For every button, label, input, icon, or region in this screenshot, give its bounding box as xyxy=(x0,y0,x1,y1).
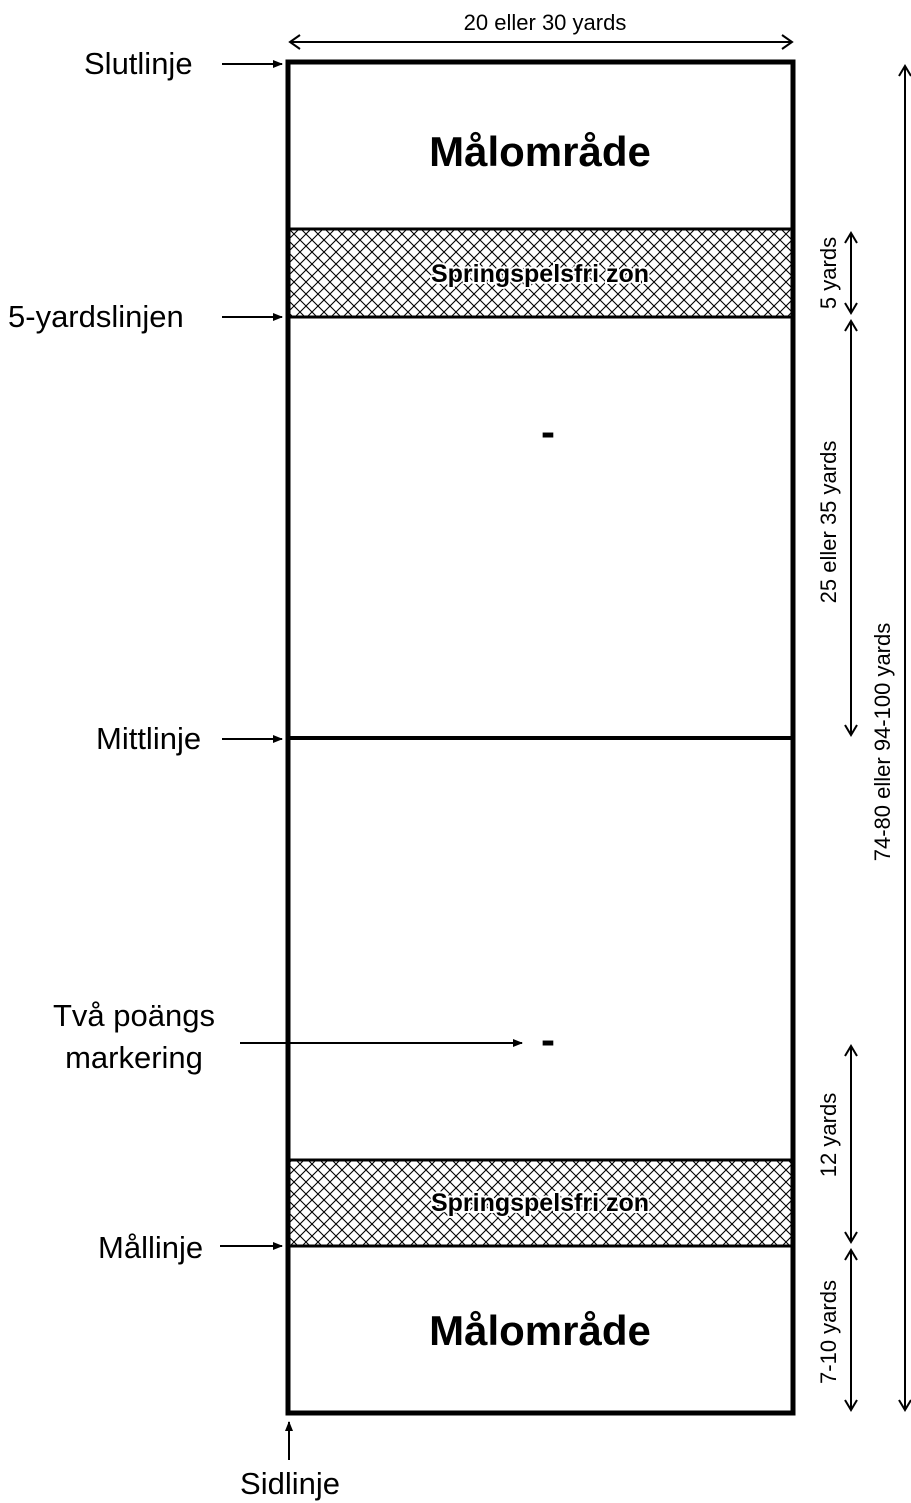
endzone-bottom-label: Målområde xyxy=(429,1307,651,1354)
field-width-dimension xyxy=(288,34,794,50)
field-width-label: 20 eller 30 yards xyxy=(464,10,627,35)
five-yards-label: 5 yards xyxy=(816,237,841,309)
mallinje-label: Mållinje xyxy=(98,1230,203,1265)
two-point-mark-bottom: - xyxy=(541,1016,555,1063)
sidlinje-label: Sidlinje xyxy=(240,1466,340,1501)
five-yards-dimension xyxy=(844,231,858,315)
mid-section-label: 25 eller 35 yards xyxy=(816,441,841,604)
endzone-top-label: Målområde xyxy=(429,128,651,175)
nrz-top-hatch xyxy=(288,229,793,317)
two-point-label-line2: markering xyxy=(65,1040,203,1075)
nrz-top-label: Springspelsfri zon xyxy=(431,260,649,288)
five-yard-line-label: 5-yardslinjen xyxy=(8,299,184,334)
two-point-label-line1: Två poängs xyxy=(53,998,215,1033)
total-length-label: 74-80 eller 94-100 yards xyxy=(870,623,895,861)
total-length-dimension xyxy=(898,64,911,1412)
slutlinje-label: Slutlinje xyxy=(84,46,193,81)
twelve-yards-label: 12 yards xyxy=(816,1093,841,1177)
two-point-mark-top: - xyxy=(541,408,555,455)
mid-section-dimension xyxy=(844,319,858,737)
nrz-bottom-label: Springspelsfri zon xyxy=(431,1189,649,1217)
endzone-depth-dimension xyxy=(844,1248,858,1412)
nrz-bottom-hatch xyxy=(288,1160,793,1246)
endzone-depth-label: 7-10 yards xyxy=(816,1280,841,1384)
mittlinje-label: Mittlinje xyxy=(96,721,201,756)
twelve-yards-dimension xyxy=(844,1044,858,1244)
